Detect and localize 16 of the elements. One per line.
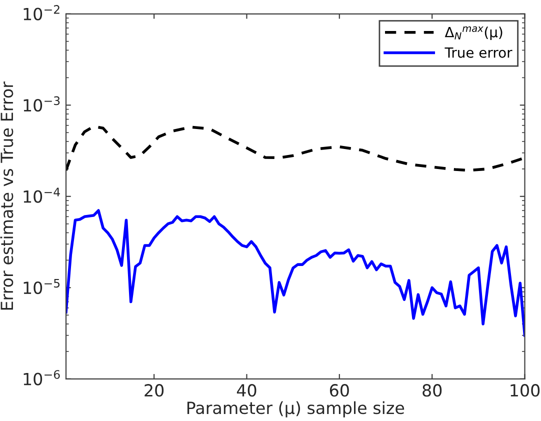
x-tick-label: 20 [144, 384, 164, 397]
line-series [66, 209, 525, 337]
x-tick-label: 80 [422, 384, 442, 397]
x-tick-label: 40 [236, 384, 256, 397]
x-axis-title: Parameter (μ) sample size [187, 401, 404, 418]
y-tick-label: 10$^{−5}$ [24, 278, 60, 294]
legend-label: Δ$_{N}$$^{max}$(μ) [444, 26, 502, 40]
y-tick-label: 10$^{−2}$ [24, 5, 60, 20]
y-tick-label: 10$^{−3}$ [24, 96, 60, 112]
y-tick-label: 10$^{−4}$ [24, 188, 60, 203]
y-axis-title: Error estimate vs True Error [0, 82, 14, 310]
y-tick-label: 10$^{−6}$ [24, 370, 60, 386]
line-series [66, 125, 525, 172]
legend-label: True error [444, 48, 512, 58]
x-tick-label: 100 [510, 384, 540, 397]
x-tick-label: 60 [330, 384, 349, 397]
